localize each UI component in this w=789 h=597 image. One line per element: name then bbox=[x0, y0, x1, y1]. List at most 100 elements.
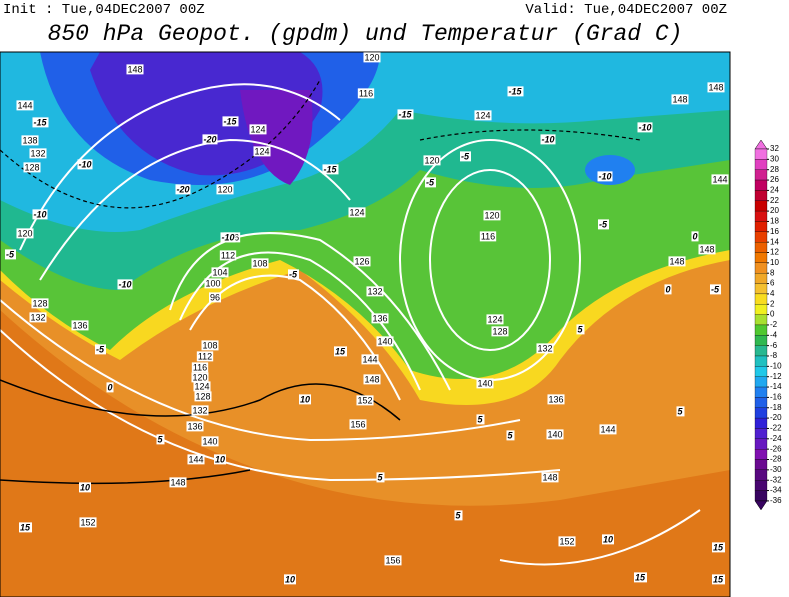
map-frame bbox=[0, 51, 731, 597]
geopotential-label-box bbox=[29, 148, 47, 159]
colorbar-label: -4 bbox=[770, 330, 778, 339]
geopotential-label-box bbox=[16, 100, 34, 111]
temperature-label: -5 bbox=[289, 269, 298, 279]
geopotential-label: 148 bbox=[708, 82, 723, 92]
colorbar-swatch bbox=[754, 335, 768, 346]
geopotential-label-box bbox=[363, 374, 381, 385]
geopotential-label-box bbox=[251, 258, 269, 269]
temperature-label-box bbox=[476, 414, 485, 425]
colorbar-label: -28 bbox=[770, 455, 782, 464]
colorbar-swatch bbox=[754, 459, 768, 471]
colorbar-swatch bbox=[754, 397, 768, 408]
geopotential-label-box bbox=[249, 124, 267, 135]
temperature-label-box bbox=[576, 324, 585, 335]
colorbar-label: -34 bbox=[770, 486, 782, 495]
colorbar-swatch bbox=[754, 159, 768, 170]
colorbar-swatch bbox=[754, 221, 768, 232]
geopotential-label: 128 bbox=[195, 391, 210, 401]
temperature-label-box bbox=[633, 572, 647, 583]
geopotential-label-box bbox=[191, 372, 209, 383]
geopotential-label: 140 bbox=[202, 436, 217, 446]
geopotential-label: 132 bbox=[30, 148, 45, 158]
geopotential-label: 148 bbox=[170, 477, 185, 487]
temperature-label: 10 bbox=[285, 574, 295, 584]
geopotential-label-box bbox=[191, 362, 209, 373]
geopotential-label: 132 bbox=[192, 405, 207, 415]
geopotential-label-box bbox=[79, 517, 97, 528]
colorbar-swatch bbox=[754, 480, 768, 491]
geopotential-label: 132 bbox=[537, 343, 552, 353]
geopotential-label: 144 bbox=[17, 100, 32, 110]
colorbar-label: 0 bbox=[770, 310, 775, 319]
geopotential-label-box bbox=[483, 210, 501, 221]
colorbar-swatch bbox=[754, 231, 768, 243]
temperature-label: 5 bbox=[157, 434, 163, 444]
geopotential-label-box bbox=[126, 64, 144, 75]
temperature-label: 10 bbox=[300, 394, 310, 404]
geopotential-label: 152 bbox=[357, 395, 372, 405]
temperature-label: 10 bbox=[603, 534, 613, 544]
colorbar-label: -30 bbox=[770, 465, 782, 474]
temperature-label: -10 bbox=[78, 159, 91, 169]
geopotential-label: 112 bbox=[221, 250, 235, 260]
temperature-label: 5 bbox=[577, 324, 583, 334]
geopotential-label: 148 bbox=[127, 64, 142, 74]
temperature-label-box bbox=[32, 117, 49, 128]
geopotential-label: 120 bbox=[217, 184, 232, 194]
colorbar-label: 4 bbox=[770, 289, 775, 298]
geopotential-label: 152 bbox=[559, 536, 574, 546]
temperature-label: -5 bbox=[711, 284, 720, 294]
temperature-label: -15 bbox=[398, 109, 412, 119]
geopotential-label: 148 bbox=[364, 374, 379, 384]
temperature-label-box bbox=[540, 134, 556, 145]
geopotential-label-box bbox=[349, 419, 367, 430]
temperature-label: -15 bbox=[33, 117, 47, 127]
geopotential-label: 140 bbox=[477, 378, 492, 388]
geopotential-label: 156 bbox=[385, 555, 400, 565]
geopotential-label-box bbox=[698, 244, 716, 255]
colorbar-label: -2 bbox=[770, 320, 778, 329]
geopotential-label-box bbox=[547, 394, 565, 405]
temperature-label-box bbox=[376, 472, 385, 483]
geopotential-label-box bbox=[169, 477, 187, 488]
geopotential-label: 128 bbox=[492, 326, 507, 336]
geopotential-label: 144 bbox=[188, 454, 203, 464]
geopotential-label: 124 bbox=[487, 314, 502, 324]
temperature-label-box bbox=[333, 346, 347, 357]
geopotential-label: 108 bbox=[202, 340, 217, 350]
geopotential-label: 136 bbox=[548, 394, 563, 404]
geopotential-label: 124 bbox=[250, 124, 265, 134]
temperature-label-box bbox=[94, 344, 106, 355]
geopotential-label-box bbox=[363, 52, 381, 63]
geopotential-label: 140 bbox=[547, 429, 562, 439]
colorbar-swatch bbox=[754, 190, 768, 201]
geopotential-label: 148 bbox=[542, 472, 557, 482]
colorbar-label: 14 bbox=[770, 237, 779, 246]
temperature-label: -10 bbox=[33, 209, 46, 219]
colorbar-label: 2 bbox=[770, 299, 775, 308]
temperature-label-box bbox=[175, 184, 191, 195]
colorbar-swatch bbox=[754, 355, 768, 367]
temperature-label: -15 bbox=[508, 86, 522, 96]
colorbar-label: 26 bbox=[770, 175, 779, 184]
geopotential-label-box bbox=[711, 174, 729, 185]
geopotential-label: 136 bbox=[72, 320, 87, 330]
geopotential-label: 124 bbox=[254, 146, 269, 156]
colorbar-swatch bbox=[754, 345, 768, 357]
geopotential-label-box bbox=[216, 184, 234, 195]
geopotential-label: 104 bbox=[212, 267, 227, 277]
geopotential-label: 120 bbox=[364, 52, 379, 62]
temperature-label: 5 bbox=[377, 472, 383, 482]
geopotential-label: 126 bbox=[354, 256, 369, 266]
geopotential-label-box bbox=[196, 351, 214, 362]
colorbar-swatch bbox=[754, 428, 768, 439]
colorbar-label: -16 bbox=[770, 393, 782, 402]
geopotential-label: 148 bbox=[699, 244, 714, 254]
geopotential-label: 116 bbox=[359, 88, 373, 98]
colorbar-label: 8 bbox=[770, 268, 775, 277]
colorbar-label: 20 bbox=[770, 206, 779, 215]
colorbar-swatch bbox=[754, 448, 768, 460]
colorbar-label: 32 bbox=[770, 144, 779, 153]
geopotential-label-box bbox=[191, 405, 209, 416]
